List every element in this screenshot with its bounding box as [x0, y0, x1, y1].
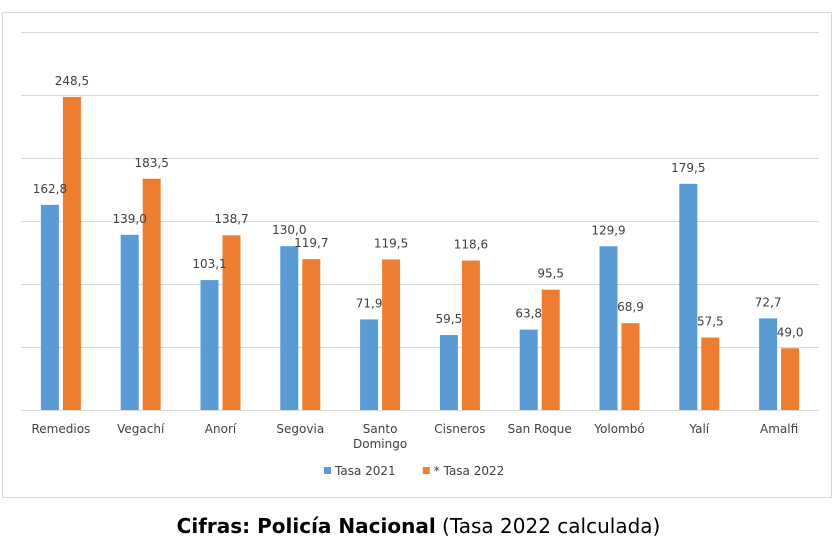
legend-label: Tasa 2021: [334, 464, 396, 478]
data-label: 138,7: [214, 212, 248, 226]
data-label: 95,5: [537, 267, 564, 281]
data-labels: 162,8 248,5 139,0 183,5 103,1 138,7 130,0119,7…: [33, 74, 804, 339]
x-axis-tick-labels: Remedios Vegachí Anorí Segovia Santo Domingo C…: [31, 422, 798, 451]
source-caption: Cifras: Policía Nacional (Tasa 2022 calc…: [0, 514, 837, 538]
x-tick-label: Remedios: [31, 422, 90, 436]
data-label: 129,9: [591, 223, 625, 237]
data-label: 57,5: [697, 315, 724, 329]
data-label: 119,7: [294, 236, 328, 250]
bar-tasa-2022: [781, 348, 800, 410]
bar-tasa-2022: [302, 259, 321, 410]
x-tick-label: Yolombó: [593, 422, 644, 436]
data-label: 179,5: [671, 161, 705, 175]
bars: [40, 96, 800, 410]
bar-tasa-2021: [759, 318, 778, 410]
bar-tasa-2021: [439, 335, 458, 410]
data-label: 71,9: [356, 296, 383, 310]
bar-tasa-2021: [679, 183, 698, 410]
x-tick-label: Cisneros: [434, 422, 485, 436]
x-tick-label: Yalí: [688, 422, 709, 436]
legend-swatch: [422, 467, 430, 474]
bar-tasa-2021: [519, 329, 538, 410]
caption-normal: (Tasa 2022 calculada): [435, 514, 661, 538]
data-label: 68,9: [617, 300, 644, 314]
bar-tasa-2021: [40, 204, 59, 410]
data-label: 72,7: [755, 295, 782, 309]
bar-tasa-2022: [142, 178, 161, 410]
bar-tasa-2021: [120, 234, 139, 410]
bar-chart: 162,8 248,5 139,0 183,5 103,1 138,7 130,0119,7…: [21, 32, 819, 478]
bar-tasa-2021: [280, 246, 299, 410]
x-tick-label: Santo Domingo: [353, 422, 407, 451]
x-tick-label: Anorí: [205, 422, 237, 436]
data-label: 103,1: [192, 257, 226, 271]
legend-label: * Tasa 2022: [434, 464, 504, 478]
bar-tasa-2022: [461, 260, 480, 410]
x-tick-label: Vegachí: [117, 422, 165, 436]
caption-bold: Cifras: Policía Nacional: [176, 514, 436, 538]
data-label: 59,5: [436, 312, 463, 326]
data-label: 183,5: [135, 156, 169, 170]
data-label: 130,0: [272, 223, 306, 237]
data-label: 118,6: [454, 238, 488, 252]
bar-tasa-2022: [62, 96, 81, 410]
bar-tasa-2022: [701, 337, 720, 410]
bar-tasa-2022: [541, 289, 560, 410]
x-tick-label: Segovia: [276, 422, 324, 436]
data-label: 63,8: [515, 307, 542, 321]
bar-tasa-2022: [382, 259, 401, 410]
bar-tasa-2021: [360, 319, 379, 410]
bar-tasa-2022: [222, 235, 241, 410]
x-tick-label: San Roque: [508, 422, 572, 436]
chart-frame: 162,8 248,5 139,0 183,5 103,1 138,7 130,0 119,7…: [2, 12, 832, 498]
x-tick-label: Amalfi: [760, 422, 798, 436]
legend: Tasa 2021 * Tasa 2022: [324, 464, 504, 478]
data-label: 119,5: [374, 236, 408, 250]
bar-tasa-2022: [621, 323, 640, 410]
bar-tasa-2021: [599, 246, 618, 410]
data-label: 139,0: [113, 212, 147, 226]
data-label: 248,5: [55, 74, 89, 88]
data-label: 49,0: [777, 325, 804, 339]
data-label: 162,8: [33, 182, 67, 196]
legend-swatch: [324, 467, 331, 474]
bar-tasa-2021: [200, 280, 219, 410]
